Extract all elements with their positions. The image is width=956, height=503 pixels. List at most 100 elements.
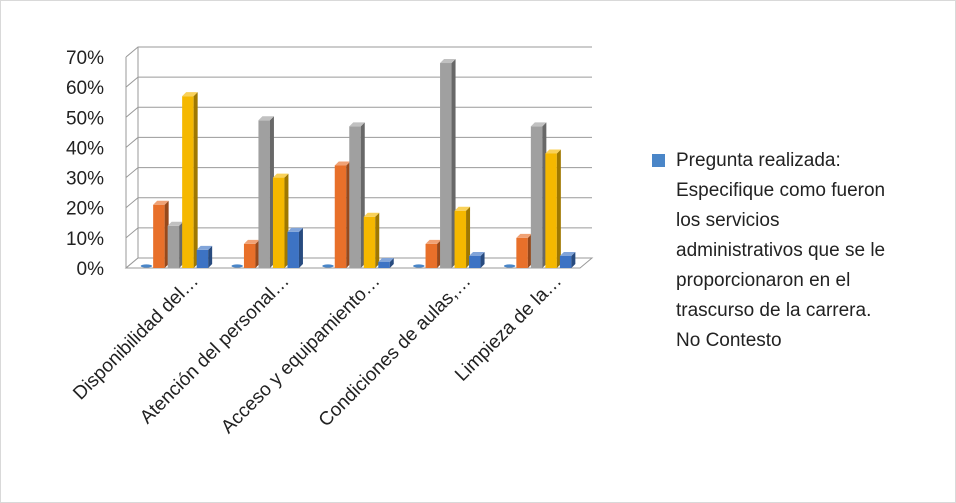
bar-side bbox=[193, 92, 198, 268]
bar-front bbox=[454, 210, 467, 268]
bar-side bbox=[389, 257, 394, 268]
bar-front bbox=[196, 249, 209, 268]
y-tick-label: 60% bbox=[66, 78, 104, 99]
bar-top bbox=[287, 227, 303, 232]
bar-front bbox=[378, 261, 390, 268]
x-tick-label: Atención del personal… bbox=[136, 271, 294, 429]
bar-top bbox=[182, 92, 198, 97]
bar-front bbox=[516, 237, 528, 268]
legend-line: administrativos que se le bbox=[676, 240, 886, 261]
bar bbox=[440, 59, 456, 269]
bar bbox=[167, 221, 184, 268]
bar-top bbox=[153, 200, 169, 205]
legend-line: Pregunta realizada: bbox=[676, 150, 841, 171]
bar bbox=[334, 161, 351, 268]
bar-top bbox=[545, 149, 561, 154]
bar-side bbox=[556, 149, 561, 268]
bar-base bbox=[322, 264, 334, 268]
legend-line: Especifique como fueron bbox=[676, 180, 886, 201]
bar-base bbox=[231, 264, 243, 268]
bar bbox=[516, 233, 532, 268]
bar-front bbox=[440, 63, 452, 269]
bar bbox=[425, 239, 442, 268]
bar-side bbox=[208, 245, 213, 268]
legend: Pregunta realizada: Especifique como fuer… bbox=[652, 146, 952, 356]
bar bbox=[469, 251, 485, 268]
bar-front bbox=[469, 255, 481, 268]
bar-front bbox=[272, 177, 285, 268]
bar bbox=[413, 264, 425, 268]
bar-front bbox=[153, 204, 165, 268]
bar bbox=[322, 264, 334, 268]
legend-line: los servicios bbox=[676, 210, 780, 231]
x-tick-label: Condiciones de aulas,… bbox=[315, 271, 475, 431]
bar-front bbox=[167, 225, 180, 268]
bars bbox=[140, 59, 576, 269]
y-tick-label: 10% bbox=[66, 229, 104, 250]
bar bbox=[196, 245, 213, 268]
legend-line: proporcionaron en el bbox=[676, 270, 851, 291]
bar bbox=[454, 206, 471, 268]
bar-front bbox=[545, 153, 557, 268]
bar-front bbox=[349, 126, 361, 268]
y-tick-label: 30% bbox=[66, 169, 104, 190]
bar-front bbox=[334, 165, 347, 268]
bar-side bbox=[480, 251, 485, 268]
bar bbox=[559, 251, 576, 268]
legend-line: trascurso de la carrera. bbox=[676, 300, 872, 321]
x-tick-label: Acceso y equipamiento… bbox=[217, 271, 384, 438]
bar bbox=[349, 122, 365, 268]
bar bbox=[243, 239, 260, 268]
bar-top bbox=[454, 206, 471, 211]
y-axis-ticks: 0% 10% 20% 30% 40% 50% 60% 70% bbox=[66, 48, 104, 280]
bar-top bbox=[440, 59, 456, 64]
bar-base bbox=[140, 264, 153, 268]
y-tick-label: 50% bbox=[66, 108, 104, 129]
y-tick-label: 40% bbox=[66, 138, 104, 159]
bar-top bbox=[425, 239, 442, 244]
bar bbox=[140, 264, 153, 268]
bar-front bbox=[425, 243, 438, 268]
x-axis-labels: Disponibilidad del…Atención del personal… bbox=[69, 271, 566, 438]
bar bbox=[363, 212, 380, 268]
bar-top bbox=[258, 116, 274, 121]
bar-front bbox=[559, 255, 572, 268]
gridline bbox=[125, 46, 592, 58]
bar-side bbox=[298, 227, 303, 268]
bar bbox=[272, 173, 289, 268]
bar-side bbox=[466, 206, 471, 268]
y-tick-label: 20% bbox=[66, 199, 104, 220]
bar bbox=[503, 264, 516, 268]
bar bbox=[545, 149, 561, 268]
gridline bbox=[125, 76, 592, 88]
bar bbox=[258, 116, 274, 268]
bar-side bbox=[375, 212, 380, 268]
bar bbox=[378, 257, 394, 268]
bar-top bbox=[378, 257, 394, 262]
bar-top bbox=[530, 122, 547, 127]
bar-top bbox=[334, 161, 351, 166]
bar-top bbox=[469, 251, 485, 256]
bar bbox=[287, 227, 303, 268]
bar-front bbox=[243, 243, 256, 268]
bar bbox=[182, 92, 198, 268]
y-tick-label: 0% bbox=[77, 259, 105, 280]
bar-front bbox=[287, 231, 299, 268]
bar bbox=[231, 264, 243, 268]
bar bbox=[530, 122, 547, 268]
bar-front bbox=[530, 126, 543, 268]
y-tick-label: 70% bbox=[66, 48, 104, 69]
bar-base bbox=[413, 264, 425, 268]
bar-top bbox=[349, 122, 365, 127]
legend-line: No Contesto bbox=[676, 330, 782, 351]
legend-entry: Pregunta realizada: Especifique como fuer… bbox=[676, 146, 952, 356]
bar-top bbox=[272, 173, 289, 178]
bar-front bbox=[258, 120, 270, 268]
bar bbox=[153, 200, 169, 268]
bar-side bbox=[571, 251, 576, 268]
bar-top bbox=[167, 221, 184, 226]
bar-top bbox=[243, 239, 260, 244]
bar-top bbox=[516, 233, 532, 238]
bar-top bbox=[559, 251, 576, 256]
